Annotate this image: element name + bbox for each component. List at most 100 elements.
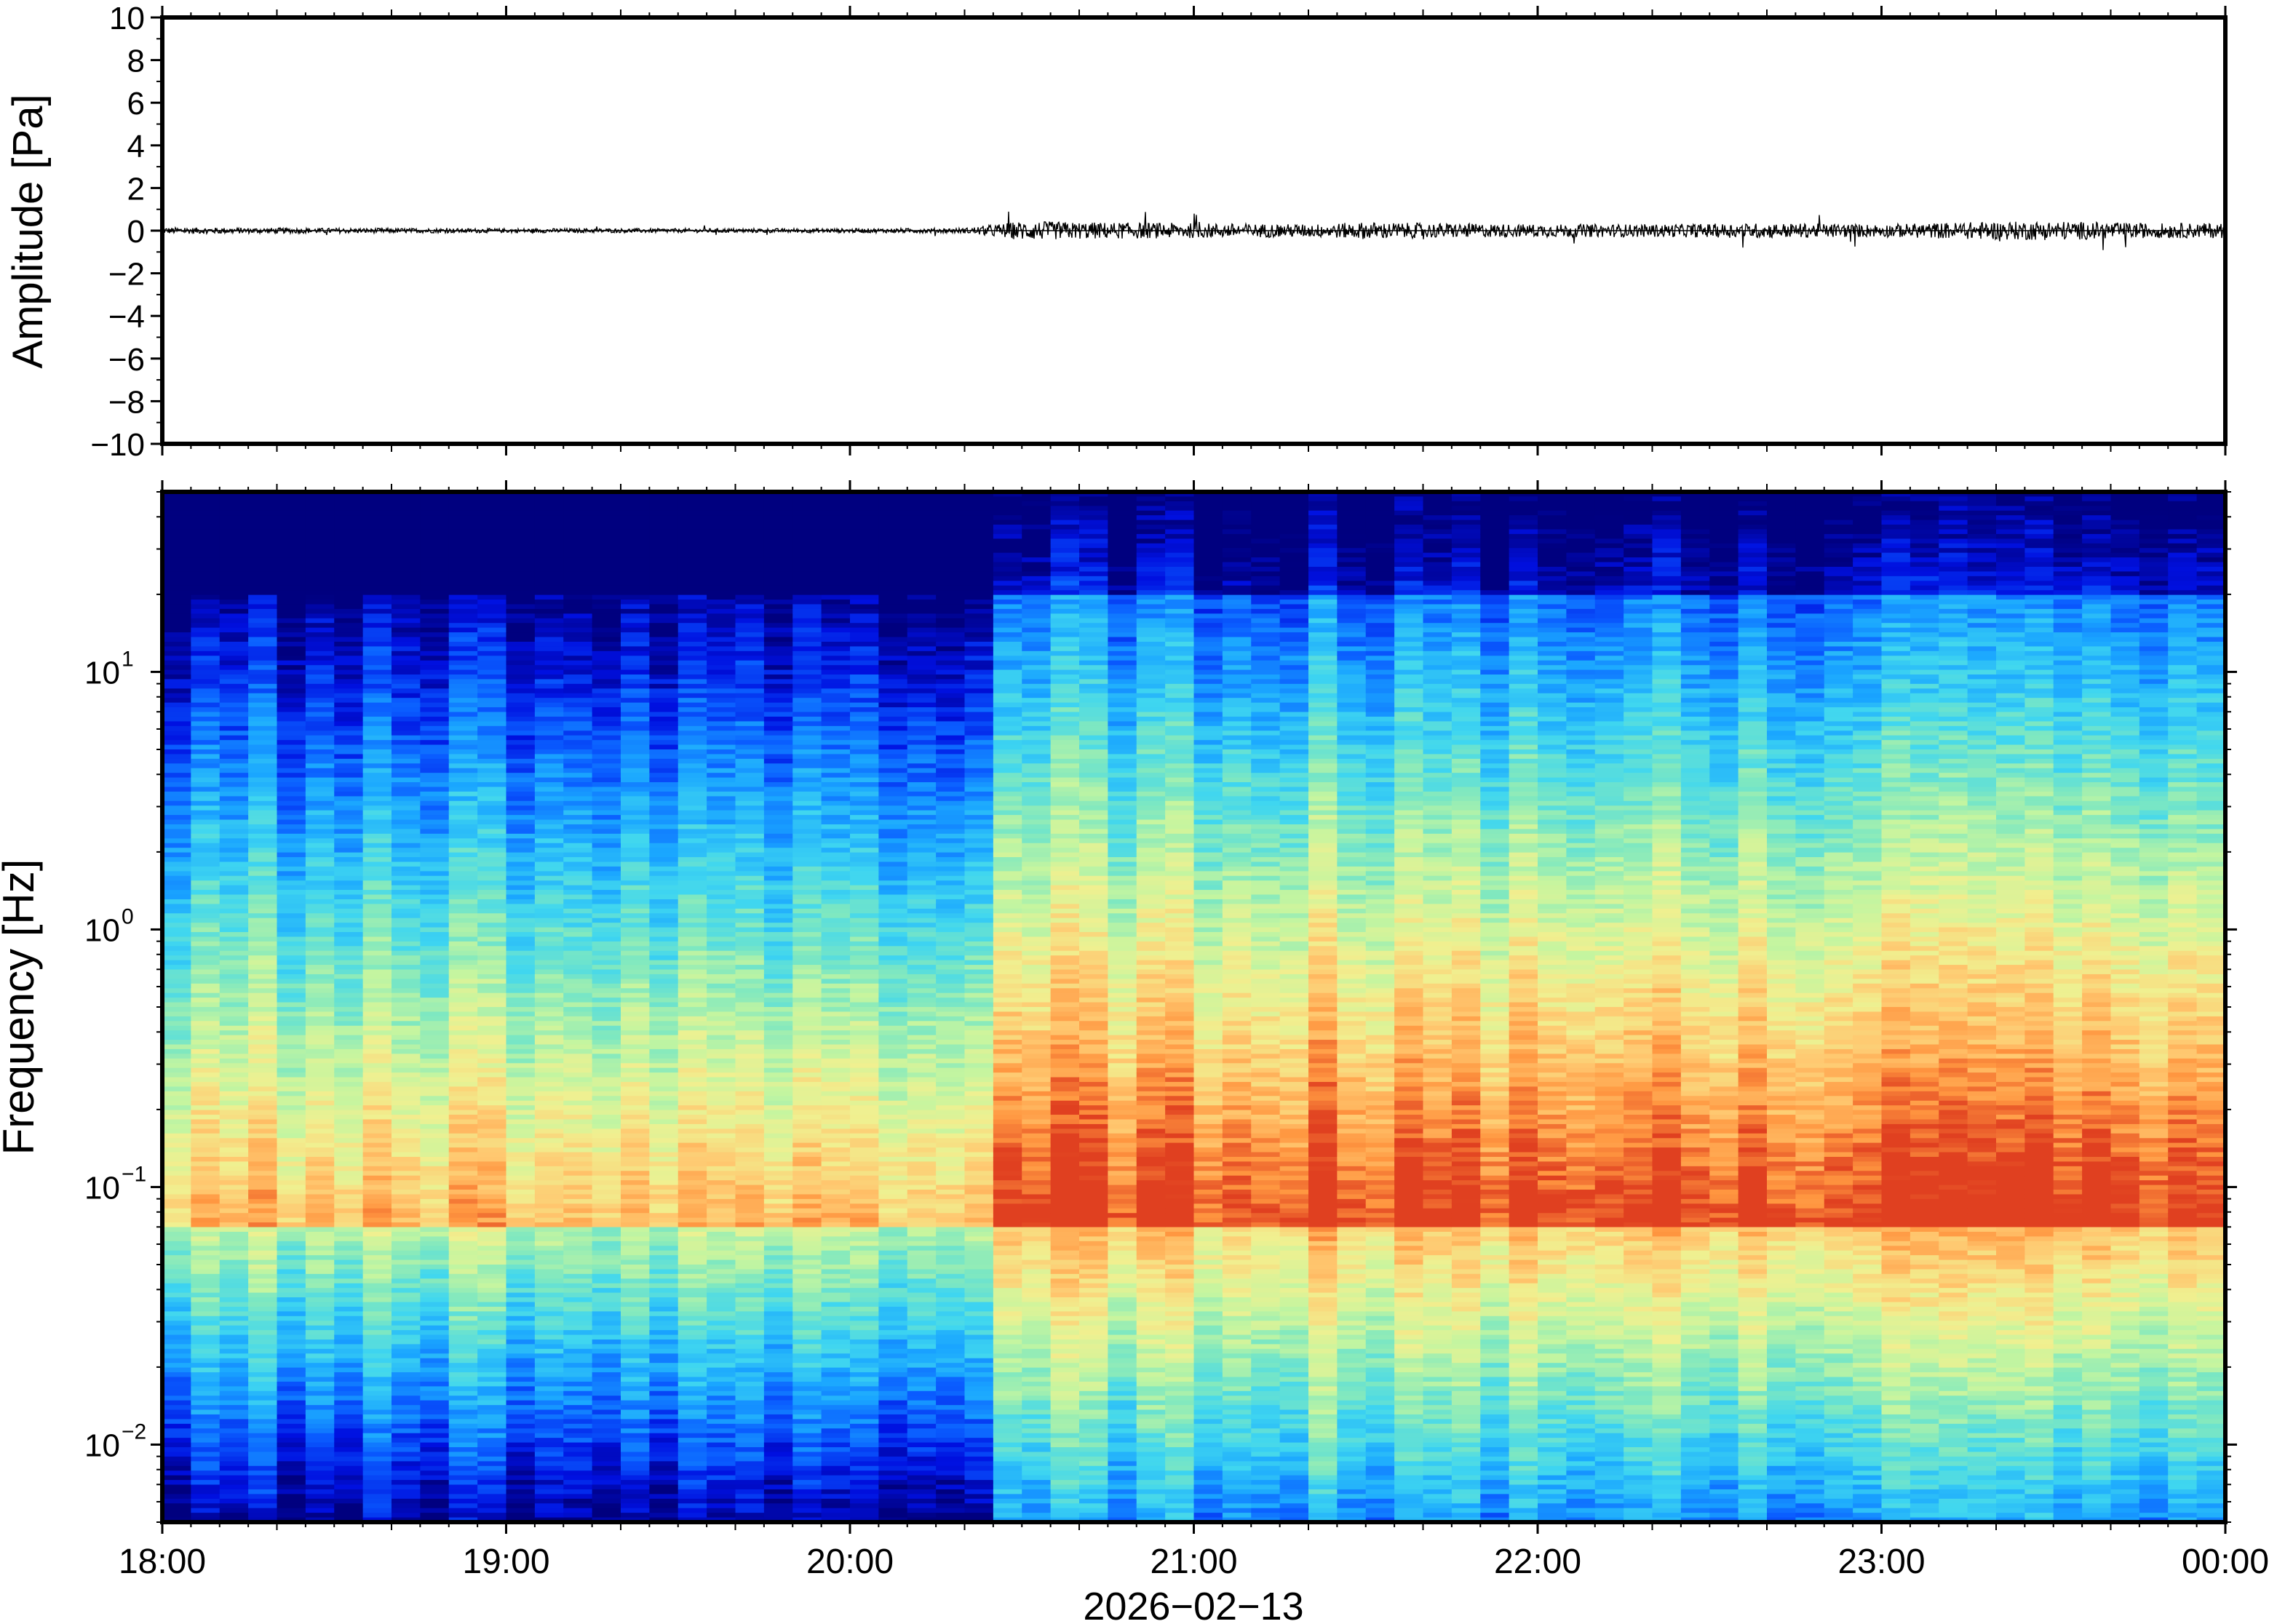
spectrogram-cell	[735, 1152, 765, 1158]
spectrogram-cell	[219, 740, 249, 746]
spectrogram-cell	[362, 866, 392, 872]
spectrogram-cell	[392, 1442, 421, 1448]
spectrogram-cell	[362, 1044, 392, 1050]
spectrogram-cell	[534, 1002, 564, 1008]
spectrogram-cell	[392, 1330, 421, 1336]
spectrogram-cell	[506, 721, 536, 727]
spectrogram-cell	[420, 848, 450, 853]
spectrogram-cell	[420, 623, 450, 629]
spectrogram-cell	[420, 871, 450, 877]
spectrogram-cell	[448, 950, 478, 956]
spectrogram-cell	[448, 1513, 478, 1518]
spectrogram-cell	[735, 936, 765, 942]
spectrogram-cell	[677, 576, 707, 581]
spectrogram-cell	[477, 1489, 507, 1494]
spectrogram-cell	[534, 1222, 564, 1228]
spectrogram-cell	[506, 525, 536, 530]
spectrogram-cell	[162, 829, 191, 835]
spectrogram-cell	[305, 965, 335, 971]
spectrogram-cell	[420, 800, 450, 806]
spectrogram-cell	[592, 1048, 621, 1054]
spectrogram-cell	[506, 1255, 536, 1261]
spectrogram-cell	[563, 979, 593, 984]
spectrogram-cell	[592, 1194, 621, 1200]
spectrogram-cell	[563, 1297, 593, 1303]
spectrogram-cell	[392, 590, 421, 596]
spectrogram-cell	[534, 520, 564, 525]
spectrogram-cell	[334, 1105, 364, 1111]
spectrogram-cell	[305, 763, 335, 769]
spectrogram-cell	[707, 1452, 736, 1457]
spectrogram-cell	[362, 819, 392, 825]
spectrogram-cell	[334, 646, 364, 652]
spectrogram-cell	[592, 857, 621, 863]
spectrogram-cell	[649, 979, 679, 984]
spectrogram-cell	[649, 1030, 679, 1036]
spectrogram-cell	[477, 782, 507, 788]
spectrogram-cell	[649, 1414, 679, 1420]
spectrogram-cell	[707, 819, 736, 825]
spectrogram-cell	[392, 623, 421, 629]
spectrogram-cell	[248, 890, 278, 896]
spectrogram-cell	[477, 1330, 507, 1336]
spectrogram-cell	[420, 712, 450, 717]
spectrogram-cell	[592, 796, 621, 802]
spectrogram-cell	[248, 843, 278, 848]
spectrogram-cell	[649, 594, 679, 600]
spectrogram-cell	[534, 627, 564, 633]
spectrogram-cell	[677, 857, 707, 863]
spectrogram-cell	[420, 768, 450, 773]
spectrogram-cell	[162, 525, 191, 530]
spectrogram-cell	[763, 693, 793, 698]
spectrogram-cell	[334, 548, 364, 554]
spectrogram-cell	[649, 965, 679, 971]
spectrogram-cell	[763, 650, 793, 656]
spectrogram-cell	[534, 1470, 564, 1476]
spectrogram-cell	[420, 782, 450, 788]
spectrogram-cell	[248, 979, 278, 984]
spectrogram-cell	[277, 576, 306, 581]
spectrogram-cell	[649, 669, 679, 675]
spectrogram-cell	[334, 702, 364, 708]
spectrogram-cell	[649, 660, 679, 666]
spectrogram-cell	[448, 1246, 478, 1251]
spectrogram-cell	[219, 758, 249, 764]
spectrogram-cell	[248, 1513, 278, 1518]
spectrogram-cell	[563, 1438, 593, 1444]
spectrogram-cell	[362, 496, 392, 502]
spectrogram-cell	[162, 1306, 191, 1312]
spectrogram-cell	[219, 1086, 249, 1092]
spectrogram-cell	[334, 1081, 364, 1088]
spectrogram-cell	[305, 1236, 335, 1242]
spectrogram-cell	[420, 1386, 450, 1392]
spectrogram-cell	[677, 1334, 707, 1340]
spectrogram-cell	[420, 796, 450, 802]
spectrogram-cell	[362, 1236, 392, 1242]
spectrogram-cell	[448, 932, 478, 938]
spectrogram-cell	[277, 594, 306, 600]
spectrogram-cell	[534, 1011, 564, 1017]
spectrogram-cell	[563, 702, 593, 708]
spectrogram-cell	[162, 707, 191, 713]
spectrogram-cell	[707, 1063, 736, 1069]
spectrogram-cell	[448, 955, 478, 961]
spectrogram-cell	[677, 936, 707, 942]
spectrogram-cell	[621, 923, 650, 928]
spectrogram-cell	[162, 927, 191, 933]
spectrogram-cell	[448, 1447, 478, 1453]
spectrogram-cell	[305, 1442, 335, 1448]
spectrogram-cell	[649, 1048, 679, 1054]
spectrogram-cell	[362, 731, 392, 736]
spectrogram-cell	[305, 1377, 335, 1382]
spectrogram-cell	[277, 791, 306, 797]
spectrogram-cell	[277, 1175, 306, 1181]
spectrogram-cell	[649, 1508, 679, 1513]
spectrogram-cell	[392, 749, 421, 755]
spectrogram-cell	[305, 833, 335, 839]
spectrogram-cell	[305, 529, 335, 535]
spectrogram-cell	[763, 590, 793, 596]
spectrogram-cell	[362, 1409, 392, 1415]
spectrogram-cell	[621, 1498, 650, 1504]
spectrogram-cell	[420, 969, 450, 975]
spectrogram-cell	[477, 1142, 507, 1148]
